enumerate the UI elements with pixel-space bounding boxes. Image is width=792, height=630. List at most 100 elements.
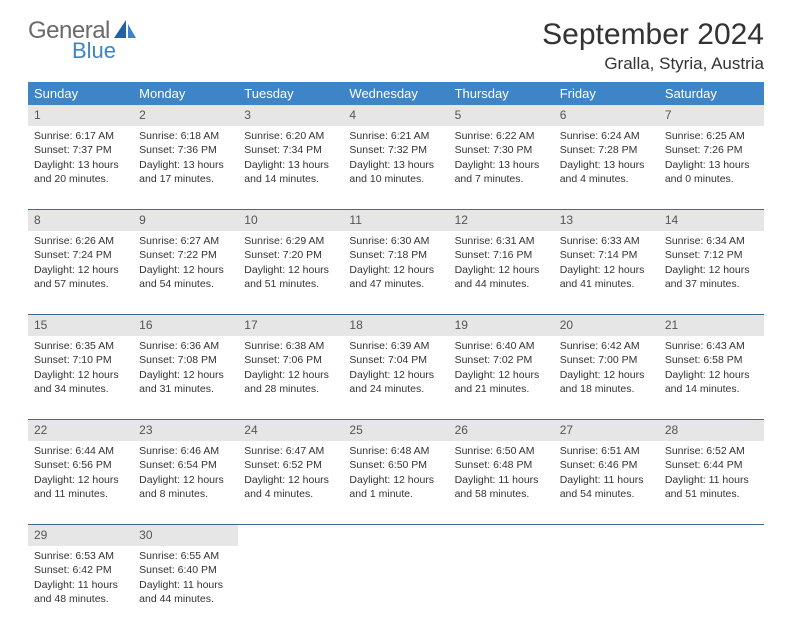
empty-cell — [554, 525, 659, 546]
sunrise-text: Sunrise: 6:21 AM — [349, 129, 442, 143]
day-number-cell: 26 — [449, 420, 554, 441]
daylight-text: Daylight: 13 hours and 0 minutes. — [665, 158, 758, 187]
daylight-text: Daylight: 11 hours and 58 minutes. — [455, 473, 548, 502]
day-content-row: Sunrise: 6:44 AMSunset: 6:56 PMDaylight:… — [28, 441, 764, 525]
day-number-row: 15161718192021 — [28, 315, 764, 336]
day-number-cell: 17 — [238, 315, 343, 336]
daylight-text: Daylight: 12 hours and 11 minutes. — [34, 473, 127, 502]
day-number-cell: 8 — [28, 210, 133, 231]
daylight-text: Daylight: 12 hours and 18 minutes. — [560, 368, 653, 397]
weekday-header: Friday — [554, 82, 659, 105]
day-number-cell: 27 — [554, 420, 659, 441]
day-number-cell: 28 — [659, 420, 764, 441]
sunrise-text: Sunrise: 6:52 AM — [665, 444, 758, 458]
day-cell: Sunrise: 6:29 AMSunset: 7:20 PMDaylight:… — [238, 231, 343, 315]
empty-cell — [238, 546, 343, 630]
day-number-cell: 15 — [28, 315, 133, 336]
daylight-text: Daylight: 12 hours and 54 minutes. — [139, 263, 232, 292]
sunset-text: Sunset: 7:30 PM — [455, 143, 548, 157]
sunset-text: Sunset: 6:46 PM — [560, 458, 653, 472]
day-cell: Sunrise: 6:35 AMSunset: 7:10 PMDaylight:… — [28, 336, 133, 420]
day-cell: Sunrise: 6:47 AMSunset: 6:52 PMDaylight:… — [238, 441, 343, 525]
sunrise-text: Sunrise: 6:36 AM — [139, 339, 232, 353]
logo-word-blue: Blue — [72, 40, 116, 62]
sunset-text: Sunset: 7:18 PM — [349, 248, 442, 262]
day-cell: Sunrise: 6:40 AMSunset: 7:02 PMDaylight:… — [449, 336, 554, 420]
weekday-header: Sunday — [28, 82, 133, 105]
daylight-text: Daylight: 12 hours and 21 minutes. — [455, 368, 548, 397]
day-cell: Sunrise: 6:30 AMSunset: 7:18 PMDaylight:… — [343, 231, 448, 315]
day-number-cell: 19 — [449, 315, 554, 336]
weekday-header: Tuesday — [238, 82, 343, 105]
sunset-text: Sunset: 6:56 PM — [34, 458, 127, 472]
daylight-text: Daylight: 13 hours and 4 minutes. — [560, 158, 653, 187]
empty-cell — [659, 525, 764, 546]
day-number-cell: 18 — [343, 315, 448, 336]
day-cell: Sunrise: 6:53 AMSunset: 6:42 PMDaylight:… — [28, 546, 133, 630]
day-number-cell: 9 — [133, 210, 238, 231]
calendar-page: General Blue September 2024 Gralla, Styr… — [0, 0, 792, 612]
daylight-text: Daylight: 12 hours and 31 minutes. — [139, 368, 232, 397]
sunrise-text: Sunrise: 6:26 AM — [34, 234, 127, 248]
sunrise-text: Sunrise: 6:48 AM — [349, 444, 442, 458]
daylight-text: Daylight: 11 hours and 48 minutes. — [34, 578, 127, 607]
sunrise-text: Sunrise: 6:31 AM — [455, 234, 548, 248]
sunset-text: Sunset: 6:40 PM — [139, 563, 232, 577]
day-cell: Sunrise: 6:21 AMSunset: 7:32 PMDaylight:… — [343, 126, 448, 210]
day-number-cell: 30 — [133, 525, 238, 546]
weekday-header: Monday — [133, 82, 238, 105]
day-cell: Sunrise: 6:55 AMSunset: 6:40 PMDaylight:… — [133, 546, 238, 630]
sunset-text: Sunset: 7:22 PM — [139, 248, 232, 262]
sunset-text: Sunset: 7:00 PM — [560, 353, 653, 367]
daylight-text: Daylight: 12 hours and 8 minutes. — [139, 473, 232, 502]
daylight-text: Daylight: 12 hours and 44 minutes. — [455, 263, 548, 292]
day-cell: Sunrise: 6:34 AMSunset: 7:12 PMDaylight:… — [659, 231, 764, 315]
day-number-row: 891011121314 — [28, 210, 764, 231]
day-cell: Sunrise: 6:51 AMSunset: 6:46 PMDaylight:… — [554, 441, 659, 525]
daylight-text: Daylight: 12 hours and 41 minutes. — [560, 263, 653, 292]
sunrise-text: Sunrise: 6:30 AM — [349, 234, 442, 248]
sunrise-text: Sunrise: 6:34 AM — [665, 234, 758, 248]
day-content-row: Sunrise: 6:17 AMSunset: 7:37 PMDaylight:… — [28, 126, 764, 210]
day-content-row: Sunrise: 6:53 AMSunset: 6:42 PMDaylight:… — [28, 546, 764, 630]
empty-cell — [659, 546, 764, 630]
sunset-text: Sunset: 7:34 PM — [244, 143, 337, 157]
sunrise-text: Sunrise: 6:50 AM — [455, 444, 548, 458]
day-number-cell: 3 — [238, 105, 343, 126]
empty-cell — [449, 546, 554, 630]
daylight-text: Daylight: 12 hours and 1 minute. — [349, 473, 442, 502]
day-cell: Sunrise: 6:18 AMSunset: 7:36 PMDaylight:… — [133, 126, 238, 210]
daylight-text: Daylight: 13 hours and 10 minutes. — [349, 158, 442, 187]
day-number-cell: 16 — [133, 315, 238, 336]
sunrise-text: Sunrise: 6:35 AM — [34, 339, 127, 353]
day-cell: Sunrise: 6:22 AMSunset: 7:30 PMDaylight:… — [449, 126, 554, 210]
day-cell: Sunrise: 6:44 AMSunset: 6:56 PMDaylight:… — [28, 441, 133, 525]
sunrise-text: Sunrise: 6:22 AM — [455, 129, 548, 143]
day-number-cell: 21 — [659, 315, 764, 336]
sunset-text: Sunset: 7:14 PM — [560, 248, 653, 262]
sunset-text: Sunset: 7:20 PM — [244, 248, 337, 262]
sunrise-text: Sunrise: 6:18 AM — [139, 129, 232, 143]
calendar-table: SundayMondayTuesdayWednesdayThursdayFrid… — [28, 82, 764, 630]
sunset-text: Sunset: 7:04 PM — [349, 353, 442, 367]
day-number-cell: 7 — [659, 105, 764, 126]
day-number-row: 2930 — [28, 525, 764, 546]
sunset-text: Sunset: 7:06 PM — [244, 353, 337, 367]
day-cell: Sunrise: 6:43 AMSunset: 6:58 PMDaylight:… — [659, 336, 764, 420]
sunset-text: Sunset: 7:10 PM — [34, 353, 127, 367]
empty-cell — [343, 546, 448, 630]
sunset-text: Sunset: 7:32 PM — [349, 143, 442, 157]
day-cell: Sunrise: 6:33 AMSunset: 7:14 PMDaylight:… — [554, 231, 659, 315]
day-number-cell: 24 — [238, 420, 343, 441]
day-number-cell: 11 — [343, 210, 448, 231]
sunrise-text: Sunrise: 6:43 AM — [665, 339, 758, 353]
daylight-text: Daylight: 12 hours and 47 minutes. — [349, 263, 442, 292]
empty-cell — [238, 525, 343, 546]
day-cell: Sunrise: 6:20 AMSunset: 7:34 PMDaylight:… — [238, 126, 343, 210]
day-cell: Sunrise: 6:46 AMSunset: 6:54 PMDaylight:… — [133, 441, 238, 525]
sunrise-text: Sunrise: 6:53 AM — [34, 549, 127, 563]
sunrise-text: Sunrise: 6:51 AM — [560, 444, 653, 458]
day-cell: Sunrise: 6:17 AMSunset: 7:37 PMDaylight:… — [28, 126, 133, 210]
weekday-header: Saturday — [659, 82, 764, 105]
sunset-text: Sunset: 7:37 PM — [34, 143, 127, 157]
